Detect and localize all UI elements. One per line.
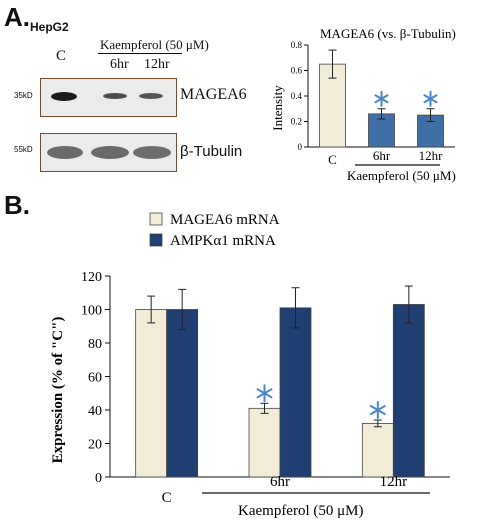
chart-b-ytick-label: 120 <box>81 270 102 285</box>
band-tubulin-c <box>47 146 83 159</box>
lane-label-12hr: 12hr <box>144 57 170 72</box>
chart-a-ylabel: Intensity <box>270 85 285 131</box>
chart-a-asterisk-12hr-stroke <box>423 94 438 104</box>
treatment-label: Kaempferol (50 μM) <box>100 37 209 52</box>
chart-a-ytick-label: 0.8 <box>291 40 303 50</box>
blot-tubulin <box>40 133 177 172</box>
protein-label-tubulin: β-Tubulin <box>180 143 243 160</box>
chart-b-ytick-label: 80 <box>88 337 102 352</box>
chart-b-asterisk-12hr <box>369 401 386 420</box>
mw-marker-top: 35kD <box>14 91 33 100</box>
chart-a-bar-12hr <box>417 114 444 148</box>
chart-b-asterisk-6hr <box>256 384 273 403</box>
chart-a-asterisk-6hr <box>374 90 389 107</box>
chart-b-bar-6hr-1 <box>279 307 312 478</box>
lane-label-c: C <box>56 48 67 64</box>
chart-a-ytick-label: 0 <box>298 142 303 152</box>
chart-b-bar-C-0 <box>135 309 168 478</box>
chart-b-ytick-label: 60 <box>88 371 102 386</box>
band-tubulin-6hr <box>91 146 129 159</box>
chart-a-ytick-label: 0.4 <box>291 91 303 101</box>
chart-b-xtick-label: C <box>162 490 172 506</box>
chart-b-xtick-label: 12hr <box>380 474 408 490</box>
chart-b-ytick-label: 20 <box>88 438 102 453</box>
chart-b-xtick-label: 6hr <box>270 474 290 490</box>
chart-b-asterisk-6hr-stroke <box>256 388 273 399</box>
band-magea6-12hr <box>139 93 163 99</box>
chart-a-xtick-label: C <box>328 152 337 167</box>
chart-a-xtick-label: 6hr <box>373 148 391 163</box>
cell-line-label: HepG2 <box>30 20 69 34</box>
chart-b-bar-6hr-0 <box>248 407 281 478</box>
chart-b-asterisk-12hr-stroke <box>369 405 386 416</box>
chart-a-intensity: MAGEA6 (vs. β-Tubulin) Intensity 0 0.2 0.4… <box>270 26 456 183</box>
chart-b-ytick-label: 40 <box>88 404 102 419</box>
chart-b-ytick-label: 100 <box>81 304 102 319</box>
chart-b-bar-C-1 <box>166 309 199 478</box>
chart-b-expression: Expression (% of "C") MAGEA6 mRNA AMPKα1 … <box>50 212 450 519</box>
legend-swatch-0 <box>149 212 163 226</box>
mw-marker-bottom: 55kD <box>14 145 33 154</box>
legend-label-1: AMPKα1 mRNA <box>170 233 276 249</box>
band-tubulin-12hr <box>133 146 171 159</box>
protein-label-magea6: MAGEA6 <box>180 86 247 103</box>
chart-a-ytick-label: 0.2 <box>291 117 302 127</box>
panel-b-label: B. <box>4 190 30 220</box>
chart-a-ytick-label: 0.6 <box>291 66 303 76</box>
chart-b-bar-12hr-0 <box>361 422 394 478</box>
blot-magea6 <box>40 78 177 117</box>
legend-swatch-1 <box>149 233 163 247</box>
band-magea6-6hr <box>103 93 127 99</box>
chart-b-bar-12hr-1 <box>392 304 425 478</box>
chart-a-xtick-label: 12hr <box>419 148 444 163</box>
chart-a-asterisk-12hr <box>423 90 438 107</box>
lane-label-6hr: 6hr <box>110 57 129 72</box>
chart-b-ytick-label: 0 <box>95 471 102 486</box>
chart-a-xlabel: Kaempferol (50 μM) <box>347 168 456 183</box>
band-magea6-c <box>51 92 77 101</box>
chart-b-ylabel: Expression (% of "C") <box>50 317 66 464</box>
chart-a-asterisk-6hr-stroke <box>374 94 389 104</box>
legend-label-0: MAGEA6 mRNA <box>170 212 280 228</box>
panel-a-label: A. <box>4 2 30 32</box>
treatment-bracket <box>98 53 182 54</box>
chart-b-xlabel: Kaempferol (50 μM) <box>238 503 364 519</box>
chart-a-title: MAGEA6 (vs. β-Tubulin) <box>320 26 456 41</box>
